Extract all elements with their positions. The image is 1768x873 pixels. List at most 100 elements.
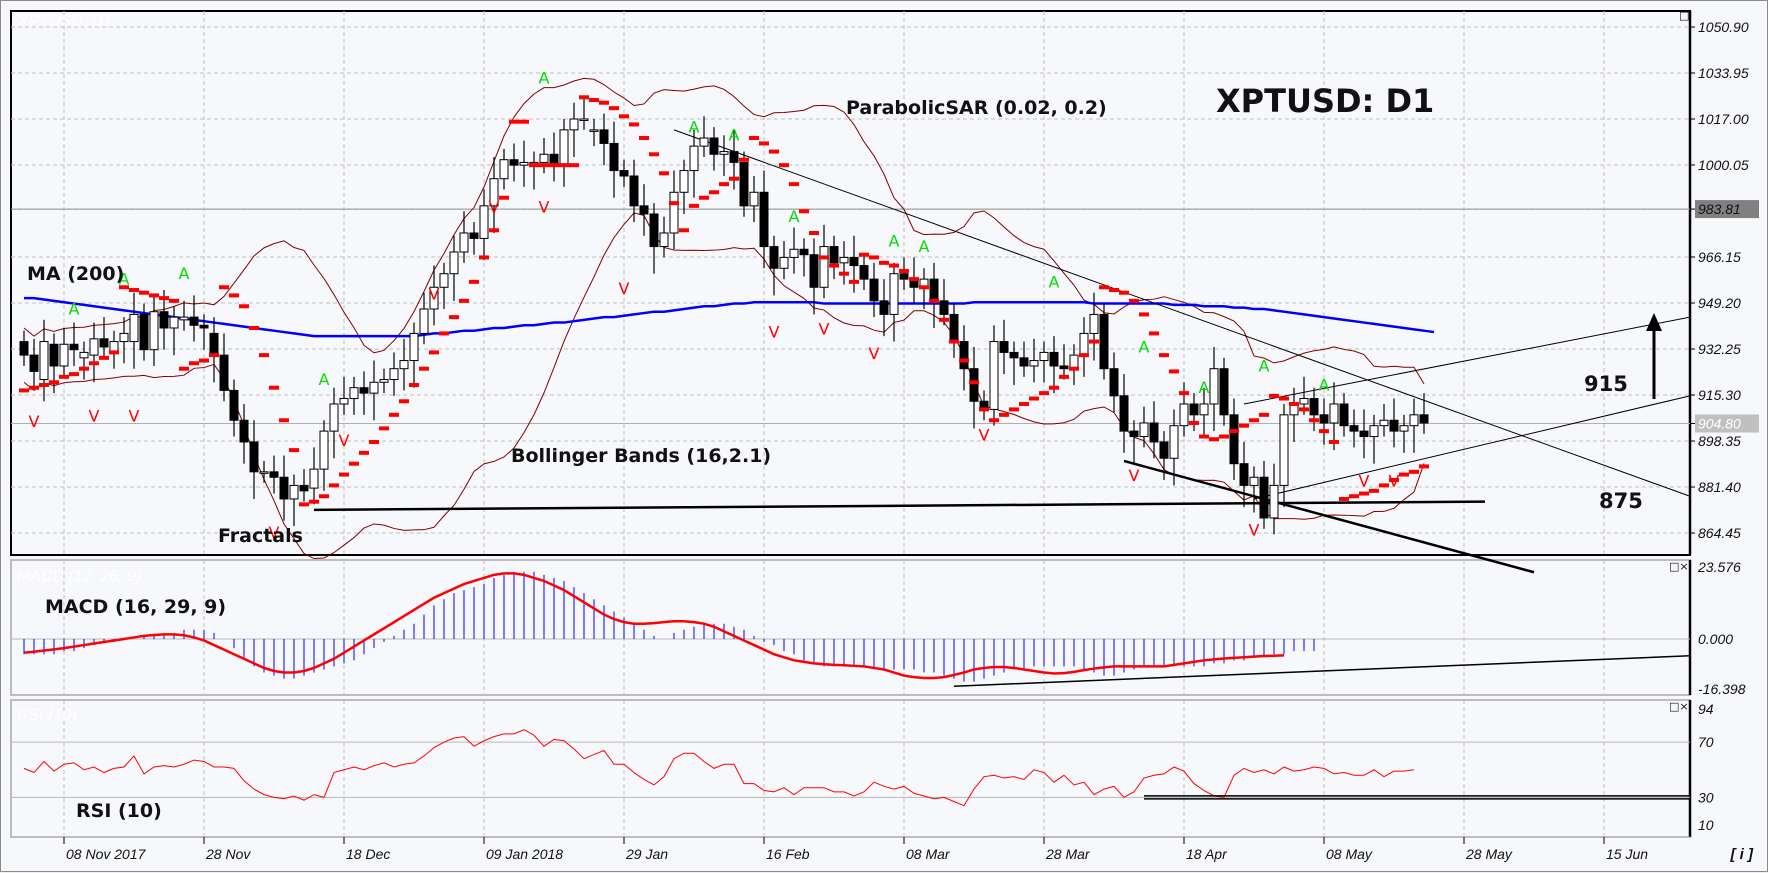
bullish-candle-body <box>519 161 529 166</box>
candle <box>859 254 869 290</box>
sar-dot <box>779 163 789 168</box>
rsi-axis-label: 10 <box>1698 817 1714 833</box>
sar-dot <box>259 353 269 358</box>
sar-dot <box>719 182 729 187</box>
fractal-up-icon: A <box>179 264 190 283</box>
sar-dot <box>329 483 339 488</box>
candle <box>829 235 839 280</box>
sar-dot <box>159 296 169 301</box>
sar-dot <box>1229 429 1239 434</box>
sar-dot <box>989 418 999 423</box>
candle <box>879 279 889 337</box>
bearish-candle-body <box>509 159 519 166</box>
fractal-up-icon: A <box>1049 272 1060 291</box>
candle <box>289 474 299 527</box>
sar-dot <box>1059 374 1069 379</box>
bullish-candle-body <box>989 341 999 410</box>
bearish-candle-body <box>1099 313 1109 370</box>
sar-dot <box>409 382 419 387</box>
sar-dot <box>229 293 239 298</box>
candle <box>579 97 589 130</box>
candle <box>339 376 349 415</box>
sar-dot <box>379 426 389 431</box>
sar-dot <box>319 494 329 499</box>
sar-dot <box>1329 439 1339 444</box>
sar-dot <box>799 209 809 214</box>
bullish-candle-body <box>889 273 899 315</box>
candle <box>189 295 199 342</box>
close-icon[interactable]: × <box>1679 700 1689 713</box>
sar-dot <box>679 228 689 233</box>
sar-dot <box>689 203 699 208</box>
sar-dot <box>599 100 609 105</box>
bearish-candle-body <box>99 338 109 348</box>
candle <box>369 360 379 421</box>
sar-dot <box>659 171 669 176</box>
descending-support-trendline[interactable] <box>1123 459 1535 574</box>
bullish-candle-body <box>589 129 599 132</box>
candle <box>889 262 899 342</box>
bearish-candle-body <box>1229 414 1239 465</box>
candle <box>219 333 229 402</box>
candle <box>519 140 529 187</box>
candle <box>809 238 819 315</box>
candle <box>19 330 29 366</box>
maximize-icon[interactable]: □ <box>1679 9 1690 22</box>
sar-dot <box>1389 477 1399 482</box>
candle <box>79 341 89 380</box>
candle <box>499 148 509 190</box>
bullish-candle-body <box>419 308 429 334</box>
price-label: 864.45 <box>1698 525 1741 541</box>
bearish-candle-body <box>1109 368 1119 397</box>
sar-dot <box>1019 401 1029 406</box>
macd-trendline[interactable] <box>953 654 1691 688</box>
fractal-down-icon: V <box>619 279 630 298</box>
maximize-icon[interactable]: □ <box>1669 560 1680 573</box>
maximize-icon[interactable]: □ <box>1669 700 1680 713</box>
bearish-candle-body <box>1059 365 1069 370</box>
bullish-candle-body <box>369 381 379 394</box>
up-arrow-icon <box>1646 313 1662 399</box>
bearish-candle-body <box>1219 368 1229 416</box>
ascending-channel-lower[interactable] <box>1253 395 1691 500</box>
candle <box>539 138 549 174</box>
ascending-channel-upper[interactable] <box>1243 316 1691 405</box>
bullish-candle-body <box>479 205 489 239</box>
bullish-candle-body <box>819 246 829 288</box>
info-button[interactable]: [ i ] <box>1730 846 1754 863</box>
candle <box>709 127 719 171</box>
price-label: 881.40 <box>1698 479 1741 495</box>
sar-dot <box>189 361 199 366</box>
sar-dot <box>89 361 99 366</box>
candle <box>1219 357 1229 426</box>
candle <box>779 241 789 280</box>
bullish-candle-body <box>439 273 449 288</box>
support-875-line[interactable] <box>313 500 1486 512</box>
candle <box>1169 409 1179 486</box>
descending-resistance-trendline[interactable] <box>673 129 1691 497</box>
sar-dot <box>1189 420 1199 425</box>
bullish-candle-body <box>389 368 399 381</box>
trendlines[interactable] <box>313 129 1691 574</box>
sar-dot <box>969 380 979 385</box>
fractal-down-icon: V <box>979 425 990 444</box>
sar-dot <box>289 448 299 453</box>
bearish-candle-body <box>299 484 309 492</box>
close-icon[interactable]: × <box>1679 560 1689 573</box>
bullish-candle-body <box>149 311 159 351</box>
candle <box>409 322 419 388</box>
bearish-candle-body <box>879 300 889 315</box>
sar-dot <box>299 502 309 507</box>
candle <box>1419 393 1429 434</box>
sar-dot <box>839 271 849 276</box>
macd-axis-label: -16.398 <box>1698 681 1746 697</box>
bearish-candle-body <box>1419 414 1429 424</box>
bearish-candle-body <box>209 332 219 356</box>
sar-dot <box>139 290 149 295</box>
bullish-candle-body <box>839 256 849 264</box>
bearish-candle-body <box>199 324 209 329</box>
sar-dot <box>109 350 119 355</box>
candle <box>1279 403 1289 508</box>
